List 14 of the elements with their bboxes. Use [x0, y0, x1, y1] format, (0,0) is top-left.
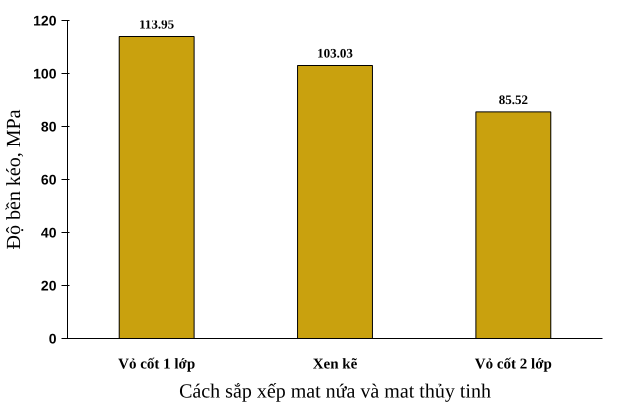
y-tick-label: 0 [48, 330, 57, 346]
y-axis-title: Độ bền kéo, MPa [3, 109, 26, 250]
x-axis-title: Cách sắp xếp mat nứa và mat thủy tinh [179, 380, 491, 402]
data-label: 85.52 [498, 92, 528, 107]
x-tick-label: Vỏ cốt 2 lớp [474, 356, 552, 372]
y-tick-label: 100 [33, 66, 57, 82]
data-label: 103.03 [317, 45, 354, 60]
y-tick-label: 20 [40, 278, 57, 294]
x-tick-label: Vỏ cốt 1 lớp [118, 356, 196, 372]
y-tick-label: 120 [33, 12, 57, 28]
y-tick-label: 60 [40, 172, 57, 188]
x-tick-label: Xen kẽ [312, 356, 358, 372]
y-tick-label: 40 [40, 224, 57, 240]
y-tick-label: 80 [40, 118, 57, 134]
